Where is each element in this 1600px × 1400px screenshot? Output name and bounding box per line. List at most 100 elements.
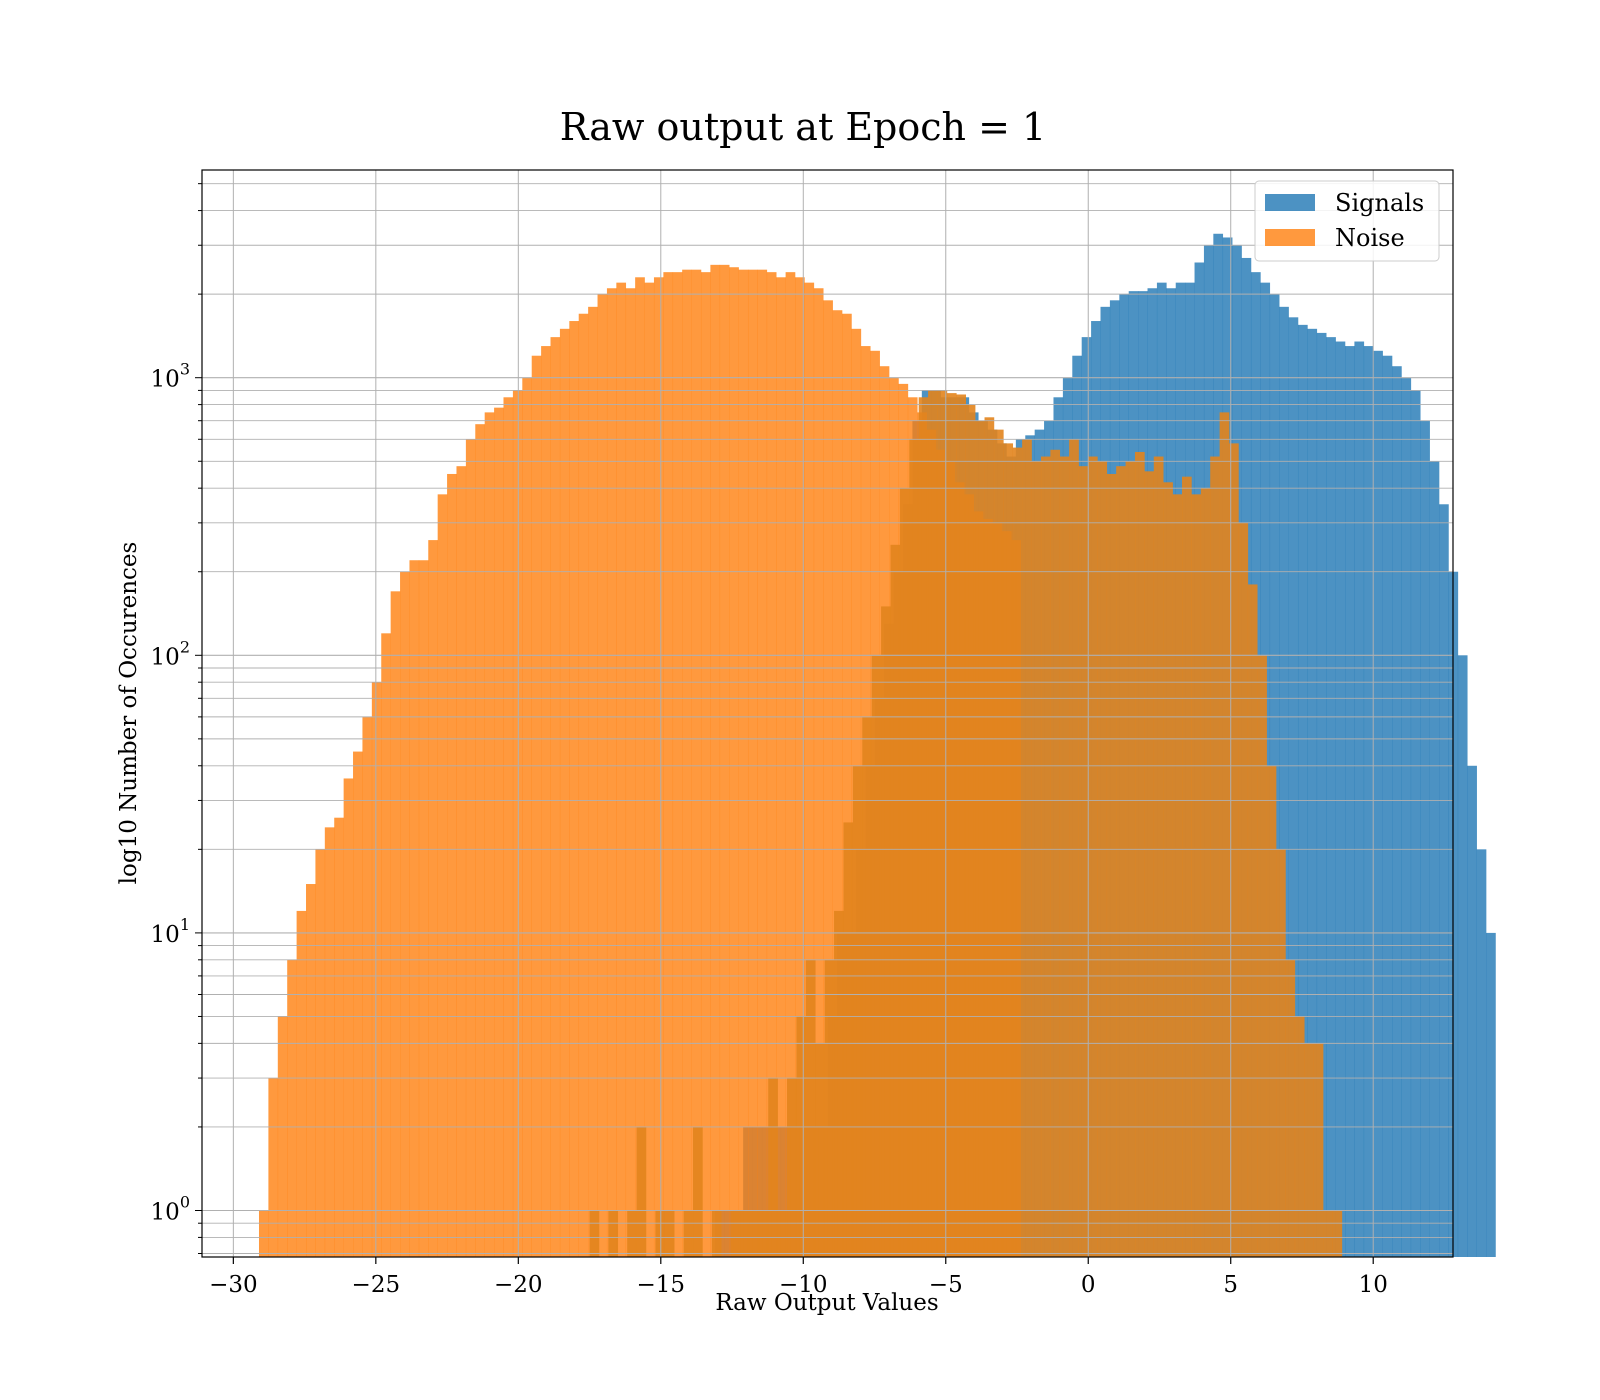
histogram-bar: [409, 560, 420, 1257]
histogram-bar: [683, 1210, 694, 1257]
legend-label-signals: Signals: [1335, 189, 1424, 217]
histogram-bar: [597, 294, 608, 1257]
series-2: [589, 390, 1343, 1258]
histogram-bar: [1163, 482, 1173, 1257]
histogram-bar: [776, 277, 786, 1257]
histogram-bar: [1266, 765, 1277, 1257]
histogram-bar: [993, 429, 1004, 1257]
histogram-bar: [1097, 461, 1108, 1257]
histogram-bar: [1069, 439, 1079, 1257]
histogram-bar: [777, 1210, 788, 1257]
histogram-bar: [644, 282, 655, 1257]
histogram-bar: [541, 346, 551, 1257]
histogram-bar: [1125, 461, 1136, 1257]
y-tick-label: 100: [151, 1193, 190, 1226]
y-tick-label: 101: [151, 915, 190, 948]
histogram-bar: [589, 1210, 600, 1257]
histogram-bar: [881, 606, 891, 1257]
histogram-bar: [768, 1078, 778, 1257]
histogram-bar: [871, 655, 882, 1257]
histogram-bar: [353, 751, 363, 1257]
histogram-bar: [1144, 471, 1155, 1257]
histogram-bar: [578, 313, 589, 1258]
histogram-bar: [1012, 447, 1023, 1258]
histogram-bar: [390, 591, 401, 1257]
histogram-bar: [832, 310, 843, 1258]
histogram-bar: [1429, 461, 1440, 1257]
histogram-bar: [627, 1210, 637, 1257]
histogram-bar: [663, 272, 674, 1257]
histogram-bar: [824, 959, 835, 1257]
histogram-bar: [815, 1043, 825, 1257]
histogram-bar: [785, 272, 796, 1257]
histogram-bar: [324, 827, 335, 1257]
histogram-bar: [1316, 332, 1327, 1257]
histogram-bar: [729, 267, 739, 1258]
y-tick-label: 103: [151, 360, 190, 393]
histogram-bar: [1294, 1016, 1305, 1257]
histogram-bar: [918, 397, 929, 1257]
histogram-bar: [400, 571, 410, 1257]
histogram-bar: [946, 393, 957, 1257]
histogram-bar: [522, 377, 532, 1257]
chart-title: Raw output at Epoch = 1: [560, 105, 1046, 149]
y-tick-label: 102: [151, 637, 190, 670]
histogram-bar: [787, 1078, 797, 1257]
histogram-bar: [758, 1210, 769, 1257]
ticks-layer: −30 −25 −20 −15 −10 −5 0 5 10 100 101 102 103: [151, 183, 1388, 1298]
histogram-bar: [843, 822, 854, 1257]
histogram-bar: [1247, 584, 1258, 1257]
histogram-bar: [1116, 466, 1126, 1257]
histogram-bar: [636, 1126, 647, 1257]
histogram-bar: [569, 321, 580, 1257]
histogram-bar: [512, 390, 523, 1257]
histogram-bar: [890, 544, 901, 1257]
histogram-bar: [1307, 328, 1318, 1257]
histogram-bar: [1210, 456, 1220, 1257]
x-axis-label: Raw Output Values: [715, 1290, 938, 1316]
histogram-bar: [862, 716, 872, 1257]
histogram-bar: [975, 420, 985, 1257]
legend-swatch-noise: [1265, 229, 1315, 246]
histogram-bar: [813, 288, 824, 1257]
histogram-bar: [616, 282, 627, 1257]
histogram-bar: [1229, 443, 1239, 1257]
histogram-bar: [700, 272, 711, 1257]
histogram-bar: [842, 313, 852, 1258]
histogram-bar: [655, 1210, 666, 1257]
histogram-bar: [1191, 494, 1202, 1258]
histogram-bar: [956, 394, 966, 1257]
histogram-bar: [1285, 959, 1296, 1257]
histogram-bar: [437, 494, 448, 1258]
histogram-bar: [503, 397, 514, 1257]
histogram-bar: [682, 269, 692, 1257]
histogram-bar: [1326, 337, 1336, 1257]
x-tick-label: −20: [494, 1272, 543, 1298]
histogram-bar: [1134, 451, 1145, 1257]
histogram-bar: [625, 288, 636, 1257]
histogram-bar: [428, 540, 438, 1257]
histogram-bar: [258, 1210, 269, 1257]
histogram-bar: [740, 1210, 750, 1257]
histogram-bar: [531, 355, 542, 1258]
histogram-bar: [343, 778, 354, 1257]
legend-swatch-signals: [1265, 194, 1315, 211]
x-tick-label: 10: [1359, 1272, 1388, 1298]
histogram-bar: [277, 1016, 288, 1257]
histogram-bar: [805, 959, 816, 1257]
x-tick-label: 5: [1223, 1272, 1238, 1298]
histogram-bar: [1276, 849, 1286, 1257]
histogram-bar: [1354, 341, 1365, 1257]
histogram-bar: [371, 682, 382, 1257]
histogram-bar: [1050, 449, 1061, 1257]
histogram-bar: [928, 390, 938, 1257]
histogram-bar: [456, 466, 467, 1257]
y-axis-label: log10 Number of Occurences: [116, 542, 142, 885]
histogram-bar: [1288, 317, 1299, 1257]
histogram-bar: [606, 288, 617, 1257]
histogram-bar: [1257, 655, 1267, 1257]
histogram-bar: [1467, 765, 1477, 1257]
x-tick-label: −5: [929, 1272, 963, 1298]
axes-frame: [201, 169, 1454, 1258]
histogram-bar: [693, 1126, 703, 1257]
